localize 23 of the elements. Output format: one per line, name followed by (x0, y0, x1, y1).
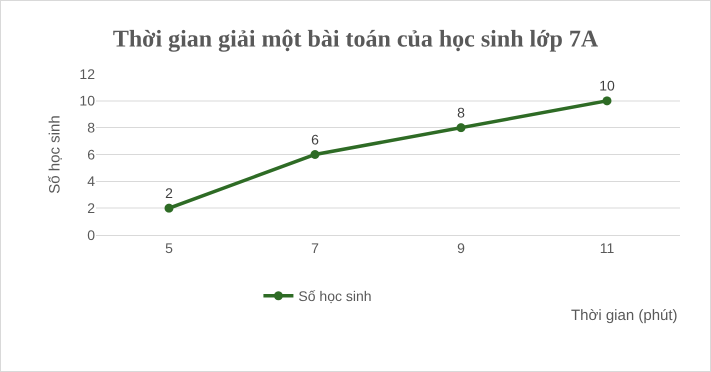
x-tick-label: 11 (600, 240, 614, 256)
y-tick-label: 10 (79, 92, 96, 109)
chart-title: Thời gian giải một bài toán của học sinh lớp 7A (112, 26, 599, 52)
y-tick-label: 4 (87, 173, 96, 190)
x-tick-label: 7 (311, 240, 320, 256)
data-label: 2 (165, 185, 174, 202)
point (602, 96, 612, 106)
x-tick-label: 5 (165, 240, 174, 256)
x-tick-label: 9 (457, 240, 466, 256)
y-tick-label: 2 (87, 200, 96, 216)
data-label: 10 (599, 78, 615, 94)
legend-label: Số học sinh (298, 288, 372, 304)
point (456, 123, 466, 132)
point (310, 150, 320, 159)
x-axis-title: Thời gian (phút) (571, 307, 678, 324)
data-label: 6 (311, 131, 320, 148)
data-label: 8 (457, 104, 466, 121)
y-tick-label: 6 (87, 146, 96, 162)
y-tick-label: 12 (79, 66, 96, 82)
y-tick-label: 8 (87, 120, 96, 136)
y-axis-title: Số học sinh (46, 115, 64, 194)
y-tick-label: 0 (87, 226, 96, 243)
point (164, 204, 174, 213)
